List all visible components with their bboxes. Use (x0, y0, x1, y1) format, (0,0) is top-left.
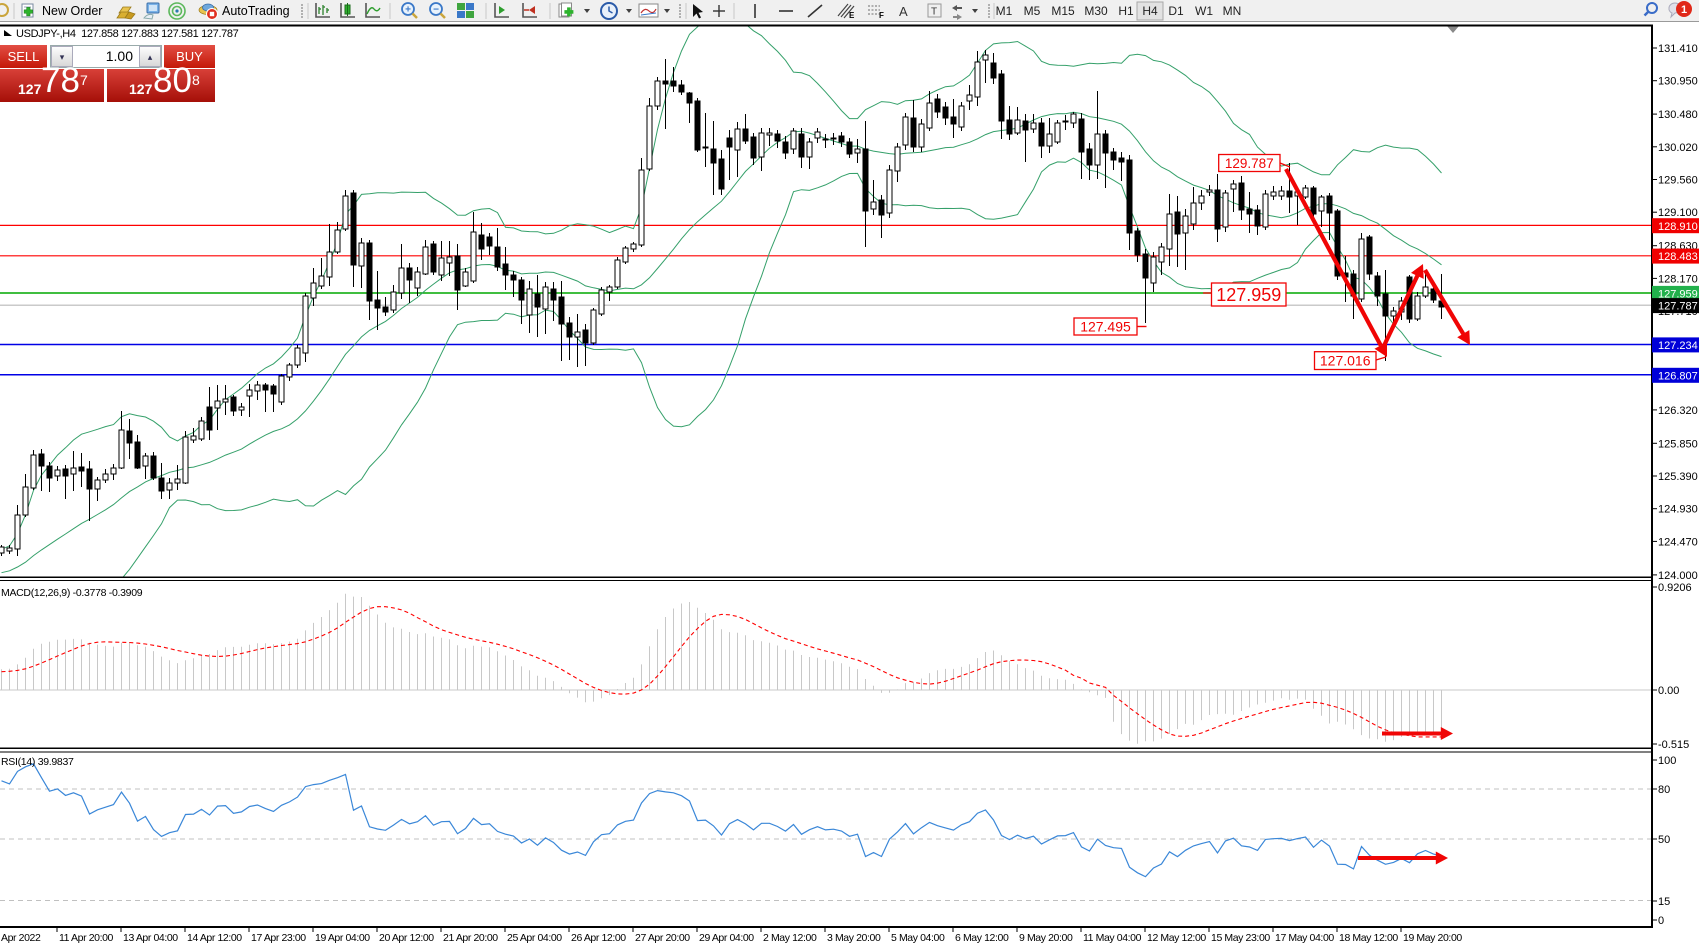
svg-text:15: 15 (1658, 896, 1670, 908)
svg-text:130.480: 130.480 (1658, 109, 1698, 121)
svg-text:26 Apr 12:00: 26 Apr 12:00 (571, 932, 626, 944)
svg-text:29 Apr 04:00: 29 Apr 04:00 (699, 932, 754, 944)
svg-text:20 Apr 12:00: 20 Apr 12:00 (379, 932, 434, 944)
svg-text:F: F (879, 11, 884, 20)
svg-text:11 Apr 20:00: 11 Apr 20:00 (59, 932, 114, 944)
svg-text:0.9206: 0.9206 (1658, 582, 1692, 594)
svg-text:131.410: 131.410 (1658, 43, 1698, 55)
svg-text:124.470: 124.470 (1658, 536, 1698, 548)
svg-text:128.170: 128.170 (1658, 273, 1698, 285)
svg-text:130.950: 130.950 (1658, 76, 1698, 88)
svg-text:0: 0 (1658, 915, 1664, 927)
svg-text:18 May 12:00: 18 May 12:00 (1339, 932, 1398, 944)
svg-text:5 May 04:00: 5 May 04:00 (891, 932, 945, 944)
svg-text:T: T (931, 7, 937, 18)
svg-text:127.016: 127.016 (1320, 353, 1371, 369)
svg-text:17 Apr 23:00: 17 Apr 23:00 (251, 932, 306, 944)
svg-text:+: + (405, 5, 411, 16)
svg-text:USDJPY-,H4 127.858 127.883 12: USDJPY-,H4 127.858 127.883 127.581 127.7… (16, 28, 239, 40)
svg-text:MACD(12,26,9) -0.3778 -0.3909: MACD(12,26,9) -0.3778 -0.3909 (1, 587, 143, 599)
svg-text:127.787: 127.787 (1658, 301, 1698, 313)
svg-text:50: 50 (1658, 834, 1670, 846)
svg-text:A: A (899, 4, 908, 19)
svg-text:126.320: 126.320 (1658, 405, 1698, 417)
svg-text:129.787: 129.787 (1225, 156, 1274, 171)
svg-text:130.020: 130.020 (1658, 142, 1698, 154)
svg-text:3 May 20:00: 3 May 20:00 (827, 932, 881, 944)
svg-text:127.959: 127.959 (1658, 288, 1698, 300)
svg-text:AutoTrading: AutoTrading (222, 4, 290, 18)
svg-text:D1: D1 (1168, 4, 1184, 18)
svg-text:M5: M5 (1024, 4, 1041, 18)
svg-text:E: E (849, 11, 855, 20)
svg-text:New Order: New Order (42, 4, 102, 18)
svg-text:124.930: 124.930 (1658, 504, 1698, 516)
svg-text:17 May 04:00: 17 May 04:00 (1275, 932, 1334, 944)
svg-text:−: − (433, 5, 439, 16)
svg-text:128.483: 128.483 (1658, 251, 1698, 263)
svg-text:-0.515: -0.515 (1658, 739, 1689, 751)
svg-text:80: 80 (1658, 784, 1670, 796)
svg-text:M30: M30 (1084, 4, 1108, 18)
svg-text:H4: H4 (1142, 4, 1158, 18)
svg-text:0.00: 0.00 (1658, 685, 1679, 697)
svg-text:1: 1 (1681, 4, 1687, 16)
svg-text:100: 100 (1658, 755, 1676, 767)
svg-text:127.234: 127.234 (1658, 340, 1698, 352)
svg-text:14 Apr 12:00: 14 Apr 12:00 (187, 932, 242, 944)
svg-text:125.850: 125.850 (1658, 438, 1698, 450)
svg-text:W1: W1 (1195, 4, 1213, 18)
svg-text:129.560: 129.560 (1658, 175, 1698, 187)
svg-text:125.390: 125.390 (1658, 471, 1698, 483)
svg-text:15 May 23:00: 15 May 23:00 (1211, 932, 1270, 944)
svg-text:M15: M15 (1051, 4, 1075, 18)
svg-text:11 May 04:00: 11 May 04:00 (1083, 932, 1142, 944)
svg-text:127.959: 127.959 (1216, 285, 1281, 305)
svg-text:MN: MN (1223, 4, 1242, 18)
svg-text:13 Apr 04:00: 13 Apr 04:00 (123, 932, 178, 944)
svg-text:M1: M1 (996, 4, 1013, 18)
svg-text:19 Apr 04:00: 19 Apr 04:00 (315, 932, 370, 944)
svg-text:27 Apr 20:00: 27 Apr 20:00 (635, 932, 690, 944)
svg-text:127.495: 127.495 (1080, 319, 1131, 335)
svg-text:25 Apr 04:00: 25 Apr 04:00 (507, 932, 562, 944)
svg-text:H1: H1 (1118, 4, 1134, 18)
svg-text:126.807: 126.807 (1658, 370, 1698, 382)
svg-text:12 May 12:00: 12 May 12:00 (1147, 932, 1206, 944)
svg-text:129.100: 129.100 (1658, 207, 1698, 219)
svg-text:2 May 12:00: 2 May 12:00 (763, 932, 817, 944)
svg-text:124.000: 124.000 (1658, 570, 1698, 582)
svg-text:21 Apr 20:00: 21 Apr 20:00 (443, 932, 498, 944)
svg-text:Apr 2022: Apr 2022 (1, 932, 41, 944)
svg-text:6 May 12:00: 6 May 12:00 (955, 932, 1009, 944)
svg-text:9 May 20:00: 9 May 20:00 (1019, 932, 1073, 944)
svg-text:128.910: 128.910 (1658, 221, 1698, 233)
svg-text:RSI(14) 39.9837: RSI(14) 39.9837 (1, 756, 74, 768)
svg-text:19 May 20:00: 19 May 20:00 (1403, 932, 1462, 944)
